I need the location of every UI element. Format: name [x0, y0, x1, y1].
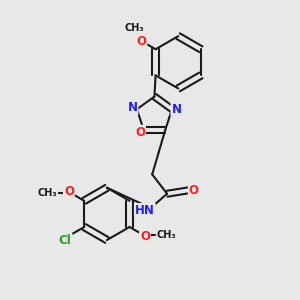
Text: HN: HN — [135, 204, 155, 217]
Text: CH₃: CH₃ — [157, 230, 176, 240]
Text: O: O — [140, 230, 150, 243]
Text: O: O — [136, 34, 146, 48]
Text: CH₃: CH₃ — [124, 23, 144, 33]
Text: O: O — [189, 184, 199, 197]
Text: N: N — [171, 103, 182, 116]
Text: O: O — [64, 185, 74, 198]
Text: Cl: Cl — [59, 234, 71, 247]
Text: O: O — [135, 126, 145, 139]
Text: N: N — [128, 101, 137, 114]
Text: CH₃: CH₃ — [38, 188, 57, 198]
